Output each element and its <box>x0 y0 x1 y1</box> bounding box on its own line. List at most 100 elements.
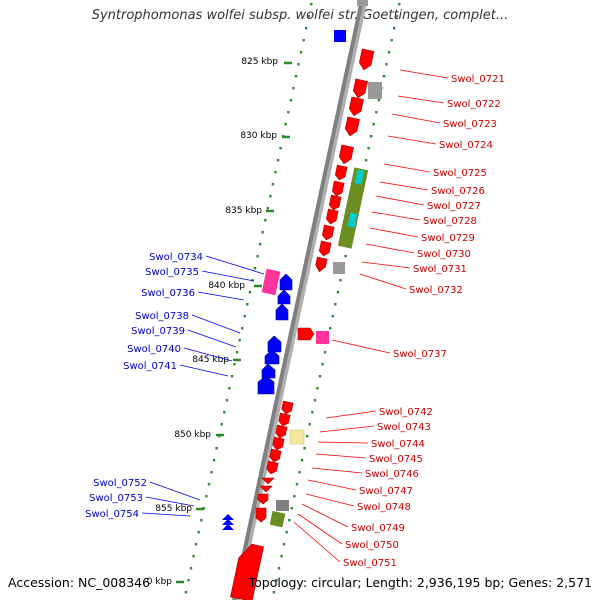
gene-label[interactable]: Swol_0738 <box>135 311 189 322</box>
gene-label[interactable]: Swol_0729 <box>421 233 475 244</box>
track-dot <box>300 459 304 462</box>
leader-line <box>369 227 419 238</box>
gene-arrow <box>281 400 294 415</box>
gene-label[interactable]: Swol_0731 <box>413 264 467 275</box>
gene-label[interactable]: Swol_0742 <box>379 407 433 418</box>
accession-text: Accession: NC_008346 <box>8 575 151 590</box>
gene-block <box>261 268 281 296</box>
track-dot <box>297 63 300 66</box>
gene-label[interactable]: Swol_0736 <box>141 288 195 299</box>
track-dot <box>331 315 334 318</box>
gene-label[interactable]: Swol_0741 <box>123 361 177 372</box>
gene-arrow <box>261 477 275 485</box>
gene-block <box>333 262 345 274</box>
gene-label[interactable]: Swol_0735 <box>145 267 199 278</box>
track-dot <box>288 519 291 522</box>
gene-arrow <box>315 256 328 273</box>
gene-label[interactable]: Swol_0740 <box>127 344 181 355</box>
track-dot <box>266 207 269 210</box>
track-dot <box>395 15 398 18</box>
gene-block <box>357 0 368 6</box>
gene-label[interactable]: Swol_0750 <box>345 540 399 551</box>
summary-text: Topology: circular; Length: 2,936,195 bp… <box>248 575 592 590</box>
scale-label: 830 kbp <box>240 131 277 141</box>
track-dot <box>253 267 257 270</box>
track-dot <box>298 471 301 474</box>
track-dot <box>279 147 282 150</box>
leader-line <box>149 481 201 501</box>
gene-label[interactable]: Swol_0737 <box>393 349 447 360</box>
gene-label[interactable]: Swol_0725 <box>433 168 487 179</box>
gene-label[interactable]: Swol_0721 <box>451 74 505 85</box>
track-dot <box>339 279 342 282</box>
track-dot <box>290 507 293 510</box>
scale-label: 825 kbp <box>241 57 278 67</box>
gene-label[interactable]: Swol_0728 <box>423 216 477 227</box>
gene-label[interactable]: Swol_0753 <box>89 493 143 504</box>
track-dot <box>246 303 249 306</box>
backbone-line <box>232 0 364 600</box>
track-dot <box>299 51 303 54</box>
gene-label[interactable]: Swol_0724 <box>439 140 493 151</box>
gene-label[interactable]: Swol_0752 <box>93 478 147 489</box>
track-dot <box>233 363 236 366</box>
track-dot <box>225 399 229 402</box>
gene-arrow <box>257 493 269 505</box>
track-dot <box>287 111 290 114</box>
gene-label[interactable]: Swol_0744 <box>371 439 425 450</box>
gene-arrow <box>222 514 234 520</box>
track-dot <box>303 447 306 450</box>
reverse-label-group: Swol_0734 Swol_0735 Swol_0736 Swol_0738 … <box>85 252 203 520</box>
gene-arrow <box>297 327 315 341</box>
gene-label[interactable]: Swol_0732 <box>409 285 463 296</box>
track-dot <box>295 483 299 486</box>
gene-arrow <box>277 289 291 305</box>
track-dot <box>256 255 259 258</box>
track-dot <box>364 159 368 162</box>
gene-label[interactable]: Swol_0727 <box>427 201 481 212</box>
track-dot <box>306 435 309 438</box>
track-dot <box>313 399 317 402</box>
gene-label[interactable]: Swol_0754 <box>85 509 139 520</box>
gene-label[interactable]: Swol_0739 <box>131 326 185 337</box>
leader-line <box>197 291 245 301</box>
gene-arrow <box>255 507 267 523</box>
leader-line <box>361 261 411 269</box>
forward-genes <box>230 0 382 600</box>
track-dot <box>277 567 281 570</box>
gene-label[interactable]: Swol_0726 <box>431 186 485 197</box>
leader-line <box>311 467 363 474</box>
track-dot <box>318 375 322 378</box>
gene-label[interactable]: Swol_0751 <box>343 558 397 569</box>
leader-line <box>365 243 415 254</box>
reverse-leaders <box>141 255 265 517</box>
leader-line <box>315 453 367 459</box>
track-dot <box>251 279 254 282</box>
gene-label[interactable]: Swol_0747 <box>359 486 413 497</box>
track-dot <box>308 423 311 426</box>
track-dot <box>230 375 234 378</box>
gene-block <box>334 30 346 42</box>
leader-line <box>179 364 229 377</box>
leader-line <box>399 69 449 79</box>
gene-label[interactable]: Swol_0748 <box>357 502 411 513</box>
gene-label[interactable]: Swol_0722 <box>447 99 501 110</box>
track-dot <box>207 483 211 486</box>
track-dot <box>294 75 298 78</box>
gene-label[interactable]: Swol_0723 <box>443 119 497 130</box>
track-dot <box>269 195 272 198</box>
gene-label[interactable]: Swol_0734 <box>149 252 203 263</box>
leader-line <box>383 163 431 173</box>
gene-label[interactable]: Swol_0730 <box>417 249 471 260</box>
gene-arrow <box>278 412 291 427</box>
scale-label: 0 kbp <box>147 577 173 587</box>
gene-label[interactable]: Swol_0746 <box>365 469 419 480</box>
track-dot <box>285 531 288 534</box>
track-dot <box>261 231 264 234</box>
gene-label[interactable]: Swol_0743 <box>377 422 431 433</box>
leader-line <box>375 195 425 206</box>
gene-arrow <box>257 375 275 395</box>
gene-label[interactable]: Swol_0745 <box>369 454 423 465</box>
scale-label: 850 kbp <box>174 430 211 440</box>
gene-label[interactable]: Swol_0749 <box>351 523 405 534</box>
